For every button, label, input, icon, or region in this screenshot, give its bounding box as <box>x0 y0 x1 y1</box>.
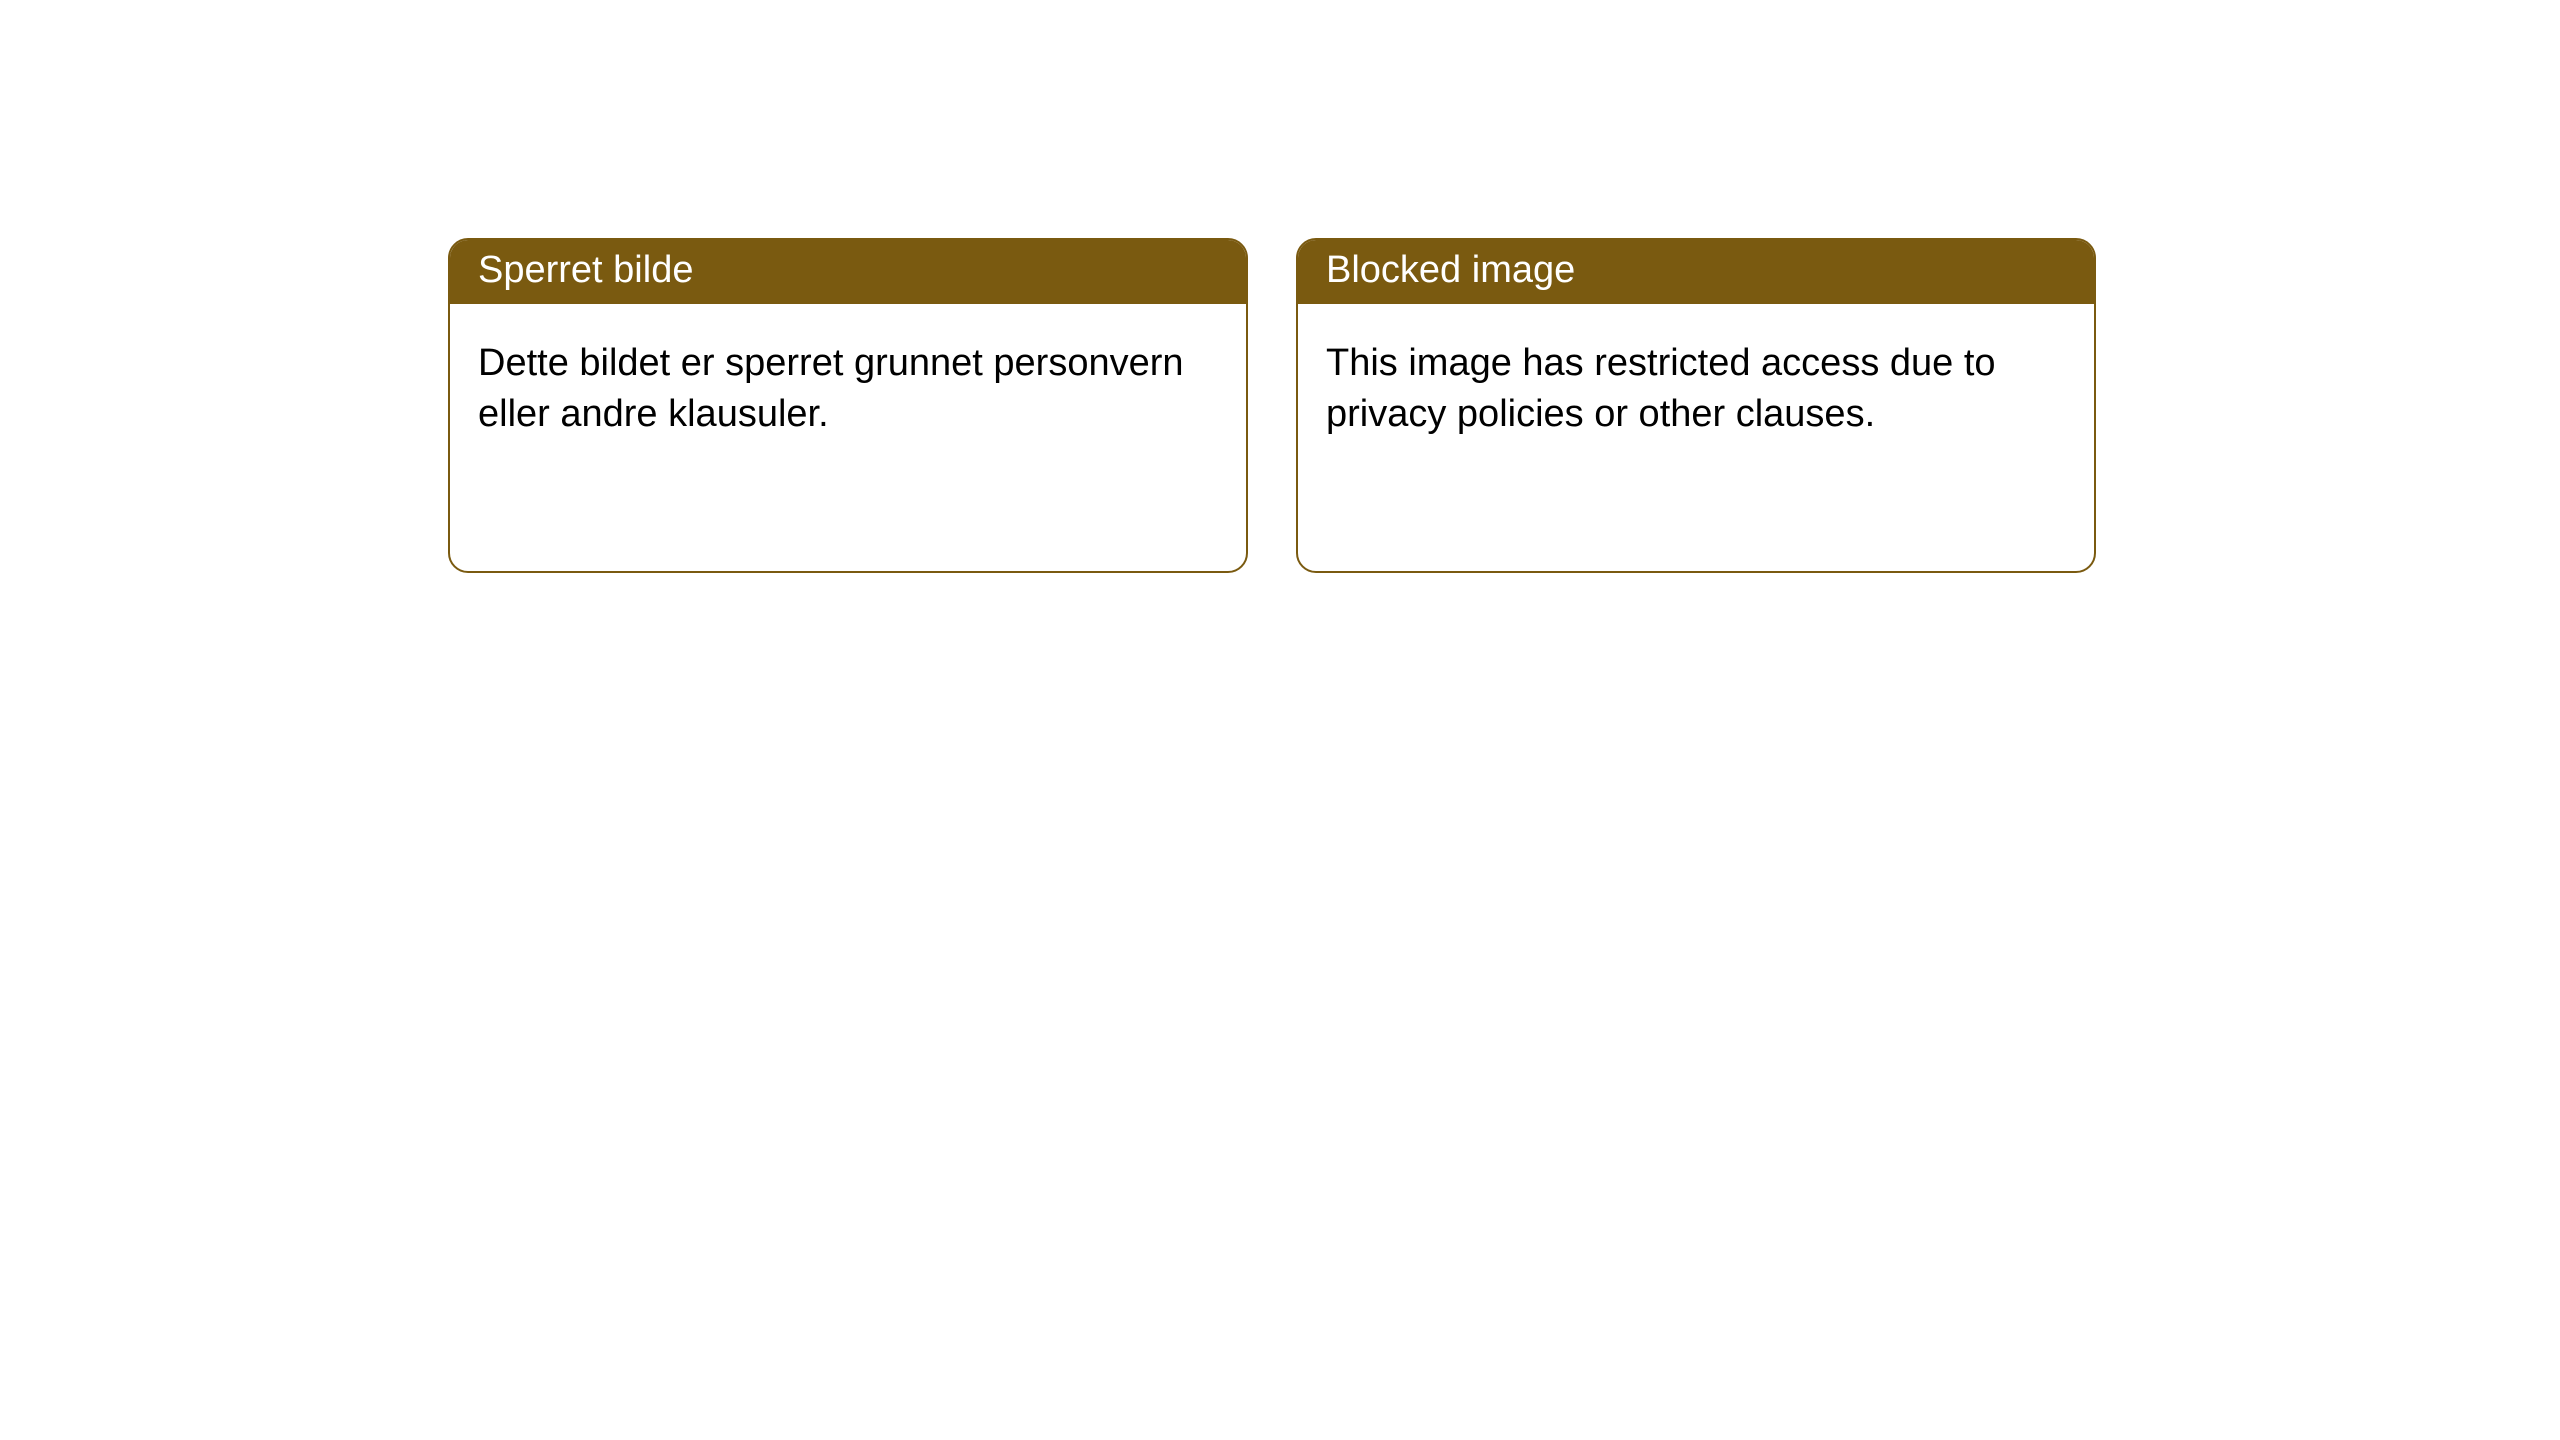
blocked-image-card-english: Blocked image This image has restricted … <box>1296 238 2096 573</box>
card-body-text: Dette bildet er sperret grunnet personve… <box>450 304 1246 441</box>
card-header: Blocked image <box>1298 240 2094 304</box>
card-header: Sperret bilde <box>450 240 1246 304</box>
notice-row: Sperret bilde Dette bildet er sperret gr… <box>0 0 2560 573</box>
blocked-image-card-norwegian: Sperret bilde Dette bildet er sperret gr… <box>448 238 1248 573</box>
card-body-text: This image has restricted access due to … <box>1298 304 2094 441</box>
